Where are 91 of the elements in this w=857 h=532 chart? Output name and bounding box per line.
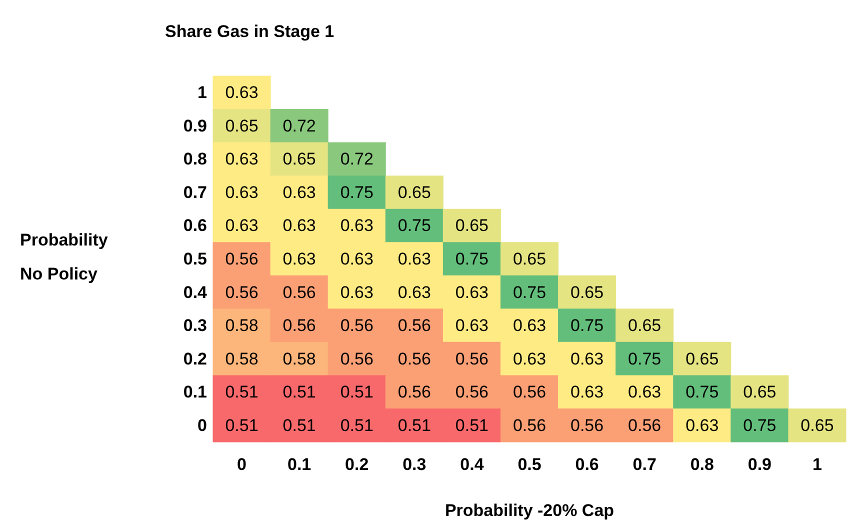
y-tick-label: 0.7 bbox=[183, 182, 207, 202]
data-label: 0.56 bbox=[455, 382, 488, 402]
data-label: 0.65 bbox=[398, 182, 431, 202]
chart-title: Share Gas in Stage 1 bbox=[165, 22, 334, 41]
data-label: 0.51 bbox=[225, 382, 258, 402]
data-label: 0.56 bbox=[512, 416, 546, 435]
y-axis-title: Probability No Policy bbox=[20, 230, 108, 284]
data-label: 0.63 bbox=[512, 349, 546, 368]
data-label: 0.63 bbox=[225, 216, 258, 236]
data-label: 0.72 bbox=[282, 116, 316, 136]
data-label: 0.63 bbox=[455, 282, 488, 302]
data-label: 0.63 bbox=[570, 382, 604, 402]
data-label: 0.75 bbox=[398, 216, 431, 236]
data-label: 0.63 bbox=[282, 182, 316, 202]
y-tick-label: 0.3 bbox=[183, 316, 207, 336]
data-label: 0.63 bbox=[225, 150, 258, 169]
data-label: 0.58 bbox=[225, 349, 258, 368]
y-tick-label: 1 bbox=[198, 83, 207, 102]
data-label: 0.65 bbox=[628, 316, 662, 336]
data-label: 0.51 bbox=[398, 416, 431, 435]
data-label: 0.63 bbox=[282, 216, 316, 236]
data-label: 0.63 bbox=[455, 316, 488, 336]
data-label: 0.75 bbox=[512, 282, 546, 302]
x-tick-label: 0.1 bbox=[288, 455, 312, 474]
x-tick-label: 0.5 bbox=[518, 455, 542, 474]
x-tick-label: 1 bbox=[812, 455, 822, 474]
data-label: 0.56 bbox=[628, 416, 662, 435]
data-label: 0.51 bbox=[340, 416, 374, 435]
data-label: 0.65 bbox=[282, 150, 316, 169]
data-label: 0.51 bbox=[282, 416, 316, 435]
data-label: 0.56 bbox=[398, 349, 431, 368]
data-label: 0.56 bbox=[570, 416, 604, 435]
x-tick-label: 0.8 bbox=[690, 455, 714, 474]
data-label: 0.56 bbox=[398, 316, 431, 336]
data-label: 0.65 bbox=[455, 216, 488, 236]
data-label: 0.63 bbox=[686, 416, 719, 435]
data-label: 0.63 bbox=[282, 250, 316, 268]
data-label: 0.63 bbox=[340, 250, 374, 268]
data-label: 0.51 bbox=[455, 416, 488, 435]
data-label: 0.51 bbox=[340, 382, 374, 402]
y-tick-label: 0.6 bbox=[183, 216, 207, 236]
data-label: 0.63 bbox=[398, 282, 431, 302]
data-label: 0.56 bbox=[282, 316, 316, 336]
data-label: 0.72 bbox=[340, 150, 374, 169]
data-label: 0.65 bbox=[743, 382, 776, 402]
data-label: 0.56 bbox=[455, 349, 488, 368]
data-label: 0.75 bbox=[340, 182, 374, 202]
data-label: 0.58 bbox=[225, 316, 258, 336]
x-tick-label: 0.3 bbox=[402, 455, 426, 474]
y-tick-label: 0.9 bbox=[183, 116, 207, 136]
data-label: 0.56 bbox=[398, 382, 431, 402]
y-tick-label: 0.2 bbox=[183, 349, 207, 368]
data-label: 0.63 bbox=[225, 182, 258, 202]
x-tick-label: 0 bbox=[237, 455, 247, 474]
data-label: 0.65 bbox=[686, 349, 719, 368]
data-label: 0.65 bbox=[225, 116, 258, 136]
data-label: 0.51 bbox=[225, 416, 258, 435]
data-label: 0.63 bbox=[340, 216, 374, 236]
x-tick-label: 0.6 bbox=[575, 455, 599, 474]
data-label: 0.63 bbox=[570, 349, 604, 368]
data-label: 0.63 bbox=[340, 282, 374, 302]
data-label: 0.75 bbox=[628, 349, 662, 368]
x-tick-label: 0.4 bbox=[460, 455, 484, 474]
data-label: 0.56 bbox=[340, 316, 374, 336]
data-label: 0.56 bbox=[225, 250, 258, 268]
y-tick-label: 0.4 bbox=[183, 282, 208, 302]
y-tick-label: 0.8 bbox=[183, 150, 207, 169]
data-label: 0.63 bbox=[512, 316, 546, 336]
data-label: 0.56 bbox=[225, 282, 258, 302]
data-label: 0.65 bbox=[512, 250, 546, 268]
x-tick-label: 0.9 bbox=[748, 455, 772, 474]
x-tick-label: 0.2 bbox=[345, 455, 369, 474]
y-tick-label: 0 bbox=[198, 416, 207, 435]
data-label: 0.56 bbox=[512, 382, 546, 402]
data-label: 0.63 bbox=[225, 83, 258, 102]
y-tick-label: 0.5 bbox=[183, 250, 207, 268]
data-label: 0.65 bbox=[570, 282, 604, 302]
data-label: 0.75 bbox=[455, 250, 488, 268]
data-label: 0.56 bbox=[282, 282, 316, 302]
data-label: 0.56 bbox=[340, 349, 374, 368]
data-label: 0.65 bbox=[800, 416, 834, 435]
data-label: 0.51 bbox=[282, 382, 316, 402]
x-tick-label: 0.7 bbox=[632, 455, 656, 474]
data-label: 0.63 bbox=[628, 382, 662, 402]
x-axis-title: Probability -20% Cap bbox=[444, 501, 614, 520]
y-tick-label: 0.1 bbox=[183, 382, 207, 402]
data-label: 0.63 bbox=[398, 250, 431, 268]
data-label: 0.75 bbox=[743, 416, 776, 435]
data-label: 0.75 bbox=[570, 316, 604, 336]
data-label: 0.58 bbox=[282, 349, 316, 368]
data-label: 0.75 bbox=[686, 382, 719, 402]
